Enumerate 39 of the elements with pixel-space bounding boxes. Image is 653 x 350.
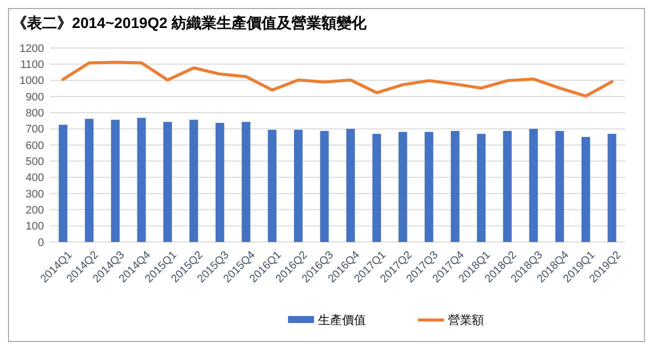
bar bbox=[529, 128, 538, 242]
bar bbox=[476, 134, 486, 242]
legend-label: 生產價值 bbox=[318, 313, 366, 328]
bar bbox=[503, 130, 512, 242]
y-tick-label: 0 bbox=[38, 236, 44, 249]
y-tick-label: 1000 bbox=[20, 75, 44, 88]
bar bbox=[294, 130, 303, 242]
bar bbox=[163, 122, 172, 242]
y-tick-label: 400 bbox=[26, 172, 44, 184]
bar bbox=[58, 124, 68, 242]
bar bbox=[242, 122, 250, 242]
y-tick-label: 300 bbox=[26, 188, 44, 200]
y-tick-label: 1100 bbox=[20, 59, 44, 72]
bar bbox=[268, 130, 276, 242]
bar bbox=[450, 130, 460, 242]
legend-label: 營業額 bbox=[448, 313, 484, 328]
y-tick-label: 100 bbox=[26, 220, 44, 233]
bar bbox=[424, 132, 434, 242]
bar bbox=[372, 134, 382, 242]
bar bbox=[346, 128, 355, 242]
y-tick-label: 900 bbox=[26, 91, 44, 104]
bar bbox=[189, 120, 198, 242]
y-tick-label: 1200 bbox=[20, 42, 44, 55]
y-tick-label: 500 bbox=[26, 156, 44, 168]
y-tick-label: 800 bbox=[26, 108, 44, 120]
y-tick-label: 700 bbox=[26, 124, 44, 136]
bar bbox=[320, 130, 329, 242]
y-tick-label: 600 bbox=[26, 140, 44, 152]
bar bbox=[555, 130, 564, 242]
line-series bbox=[62, 60, 614, 98]
chart-title: 《表二》2014~2019Q2 紡織業生產價值及營業額變化 bbox=[12, 15, 368, 32]
bar bbox=[216, 122, 224, 242]
bar bbox=[84, 118, 94, 242]
bar bbox=[581, 136, 590, 242]
y-tick-label: 200 bbox=[26, 204, 44, 217]
bar bbox=[398, 132, 408, 242]
bar bbox=[137, 118, 146, 242]
bar bbox=[111, 120, 120, 242]
bar bbox=[608, 134, 616, 242]
